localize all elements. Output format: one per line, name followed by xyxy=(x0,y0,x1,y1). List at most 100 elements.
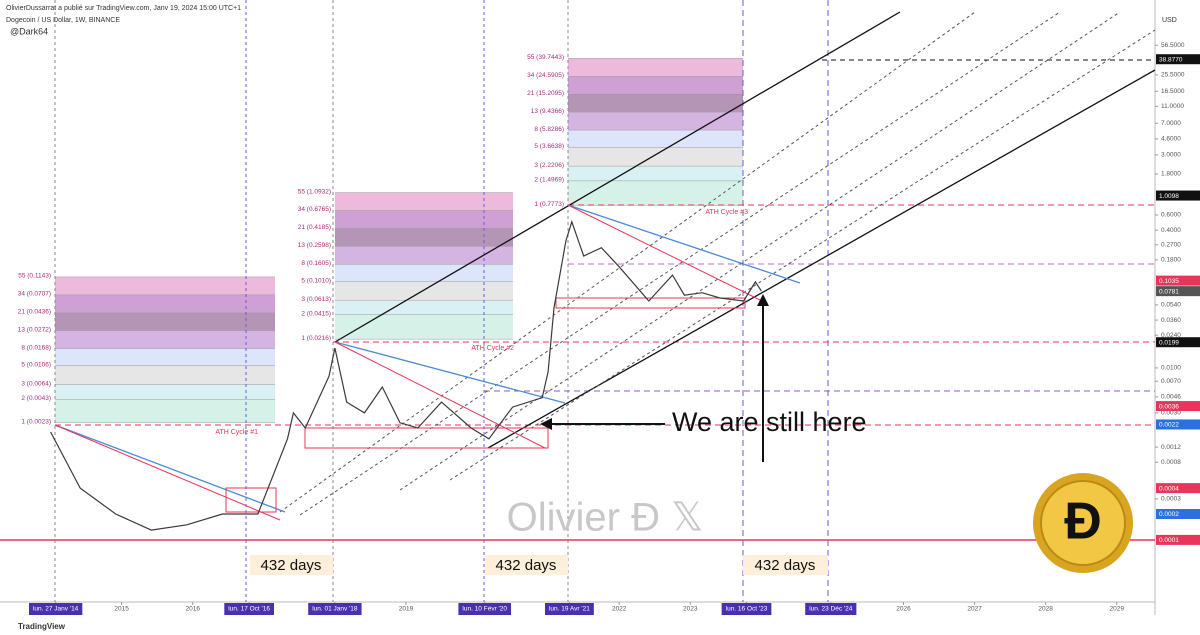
doge-coin: Đ xyxy=(1033,473,1133,573)
fib-band xyxy=(335,281,513,301)
fib-label: 1 (0.7773) xyxy=(534,201,564,208)
fib-band xyxy=(55,294,275,313)
publisher: OlivierDussarrat a publié sur TradingVie… xyxy=(6,5,241,12)
y-tick-label: 0.0360 xyxy=(1161,317,1181,324)
fib-band xyxy=(568,76,743,95)
price-tag-label: 0.0781 xyxy=(1159,288,1179,295)
annotation: We are still here xyxy=(672,407,867,437)
fib-band xyxy=(55,348,275,366)
y-tick-label: 0.1800 xyxy=(1161,257,1181,264)
annotation: ATH Cycle #3 xyxy=(705,209,748,216)
x-tick-label: 2027 xyxy=(967,606,982,613)
annotation: ATH Cycle #1 xyxy=(215,429,258,436)
fib-band xyxy=(335,210,513,229)
fib-band xyxy=(568,94,743,113)
price-tag xyxy=(1156,54,1200,65)
y-tick-label: 56.5000 xyxy=(1161,42,1185,49)
price-tag xyxy=(1156,286,1200,297)
price-tag xyxy=(1156,534,1200,545)
y-tick-label: 16.5000 xyxy=(1161,88,1185,95)
fib-label: 13 (9.4366) xyxy=(531,108,564,115)
x-tick-label: 2028 xyxy=(1038,606,1053,613)
x-tick-label: 2023 xyxy=(683,606,698,613)
y-tick-label: 25.5000 xyxy=(1161,72,1185,79)
price-tag-label: 0.0036 xyxy=(1159,403,1179,410)
x-tick-highlight xyxy=(224,603,275,615)
fib-band xyxy=(55,365,275,385)
fib-label: 5 (0.0106) xyxy=(21,361,51,368)
chart-title: Dogecoin / US Dollar, 1W, BINANCE xyxy=(6,17,120,24)
fib-label: 5 (0.1010) xyxy=(301,277,331,284)
arrows xyxy=(540,294,769,462)
y-tick-label: 0.0240 xyxy=(1161,332,1181,339)
y-tick-label: 0.0030 xyxy=(1161,410,1181,417)
price-tag xyxy=(1156,275,1200,286)
fib-label: 2 (1.4969) xyxy=(534,177,564,184)
price-tag xyxy=(1156,419,1200,430)
y-tick-label: 0.0046 xyxy=(1161,394,1181,401)
price-tag-label: 0.0001 xyxy=(1159,537,1179,544)
x-tick-label: lun. 23 Déc '24 xyxy=(809,606,853,613)
fib-label: 1 (0.0216) xyxy=(301,335,331,342)
x-tick-label: lun. 16 Oct '23 xyxy=(726,606,768,613)
fib-band xyxy=(335,264,513,282)
x-tick-highlight xyxy=(805,603,857,615)
days-boxes xyxy=(250,555,828,575)
fib-label: 2 (0.0415) xyxy=(301,310,331,317)
x-tick-highlight xyxy=(544,603,594,615)
unit: USD xyxy=(1162,17,1177,24)
y-tick-label: 0.0100 xyxy=(1161,365,1181,372)
x-tick-label: lun. 27 Janv '14 xyxy=(33,606,79,613)
annotation: ATH Cycle #2 xyxy=(471,345,514,352)
y-tick-label: 0.0540 xyxy=(1161,302,1181,309)
fib-label: 21 (0.0436) xyxy=(18,309,51,316)
x-tick-label: lun. 10 Févr '20 xyxy=(462,606,507,613)
fib-label: 55 (0.1143) xyxy=(18,273,51,280)
fib-band xyxy=(335,228,513,247)
fib-band xyxy=(55,312,275,331)
price-tag-label: 0.1035 xyxy=(1159,278,1179,285)
price-tag xyxy=(1156,337,1200,348)
fib-label: 13 (0.2598) xyxy=(298,242,331,249)
price-tag-label: 0.0002 xyxy=(1159,511,1179,518)
x-tick-highlight xyxy=(308,603,362,615)
y-tick-label: 1.8000 xyxy=(1161,171,1181,178)
x-tick-highlight xyxy=(721,603,772,615)
price-tag-label: 1.0098 xyxy=(1159,193,1179,200)
footer: TradingView xyxy=(18,622,66,631)
x-tick-label: lun. 17 Oct '16 xyxy=(228,606,270,613)
price-tag xyxy=(1156,509,1200,520)
fib-label: 3 (0.0613) xyxy=(301,296,331,303)
fib-label: 8 (0.0168) xyxy=(21,344,51,351)
y-tick-label: 0.0003 xyxy=(1161,496,1181,503)
price-tag xyxy=(1156,483,1200,494)
y-tick-label: 3.0000 xyxy=(1161,152,1181,159)
fib-band xyxy=(55,330,275,349)
x-tick-highlight xyxy=(458,603,512,615)
y-tick-label: 4.6000 xyxy=(1161,136,1181,143)
fib-band xyxy=(335,192,513,211)
x-tick-label: 2015 xyxy=(114,606,129,613)
fib-label: 34 (0.0707) xyxy=(18,291,51,298)
x-tick-label: lun. 01 Janv '18 xyxy=(312,606,358,613)
price-tag-label: 38.8770 xyxy=(1159,56,1183,63)
fib-band xyxy=(568,112,743,131)
price-tag-label: 0.0022 xyxy=(1159,422,1179,429)
fib-band xyxy=(568,147,743,167)
price-line xyxy=(50,219,762,531)
author: @Dark64 xyxy=(10,26,48,36)
fib-band xyxy=(55,384,275,400)
y-tick-label: 0.0012 xyxy=(1161,444,1181,451)
fib-label: 21 (15.2095) xyxy=(527,90,564,97)
fib-label: 8 (0.1605) xyxy=(301,260,331,267)
fib-label: 1 (0.0023) xyxy=(21,419,51,426)
days-label: 432 days xyxy=(261,557,322,574)
y-tick-label: 0.2700 xyxy=(1161,242,1181,249)
channel xyxy=(54,11,1156,521)
x-tick-label: 2022 xyxy=(612,606,627,613)
y-tick-label: 11.0000 xyxy=(1161,103,1184,110)
fib-band xyxy=(568,130,743,148)
x-tick-label: 2016 xyxy=(186,606,201,613)
x-tick-label: 2026 xyxy=(896,606,911,613)
